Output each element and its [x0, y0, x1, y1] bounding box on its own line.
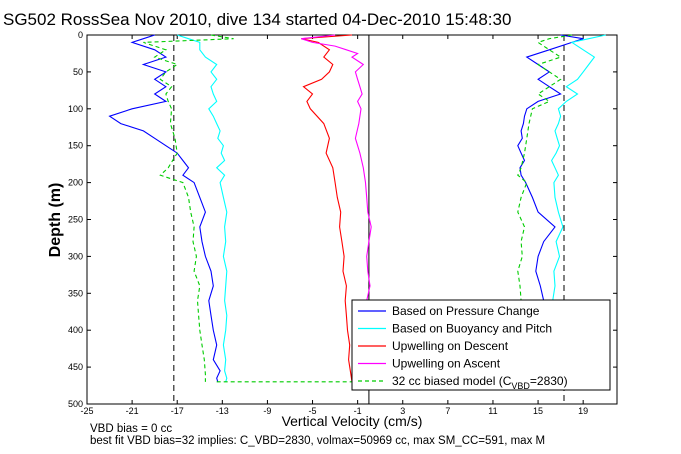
y-tick-label: 100 — [68, 104, 83, 114]
x-tick-label: -17 — [171, 406, 184, 416]
chart-title: SG502 RossSea Nov 2010, dive 134 started… — [3, 10, 511, 29]
legend-label: Based on Pressure Change — [392, 304, 540, 318]
footer-line-1: VBD bias = 0 cc — [90, 423, 172, 435]
x-tick-label: -21 — [126, 406, 139, 416]
y-tick-label: 150 — [68, 141, 83, 151]
x-tick-label: -1 — [354, 406, 362, 416]
legend-label: Upwelling on Ascent — [392, 357, 501, 371]
based-on-buoyancy-and-pitch-descent-line — [177, 34, 228, 383]
based-on-pressure-change-descent-line — [108, 34, 221, 383]
legend: Based on Pressure Change Based on Buoyanc… — [351, 299, 611, 391]
y-tick-label: 400 — [68, 325, 83, 335]
legend-label: 32 cc biased model (CVBD=2830) — [392, 374, 568, 391]
32-cc-biased-model-c-vbd-2830-descent-line — [143, 34, 234, 382]
legend-box — [351, 299, 611, 391]
x-tick-label: 3 — [400, 406, 405, 416]
y-tick-label: 500 — [68, 399, 83, 409]
x-tick-label: -25 — [80, 406, 93, 416]
legend-label: Based on Buoyancy and Pitch — [392, 322, 552, 336]
y-tick-label: 200 — [68, 178, 83, 188]
y-axis-label: Depth (m) — [47, 183, 64, 258]
footer-line-2: best fit VBD bias=32 implies: C_VBD=2830… — [90, 435, 545, 447]
y-tick-label: 50 — [73, 67, 83, 77]
x-tick-label: -13 — [216, 406, 229, 416]
x-tick-label: 7 — [445, 406, 450, 416]
x-tick-label: 15 — [533, 406, 543, 416]
x-tick-label: -9 — [263, 406, 271, 416]
based-on-buoyancy-and-pitch-ascent-line — [550, 34, 606, 316]
legend-label: Upwelling on Descent — [392, 339, 509, 353]
y-tick-label: 250 — [68, 215, 83, 225]
x-tick-label: 11 — [488, 406, 497, 416]
x-tick-label: 19 — [578, 406, 588, 416]
y-tick-label: 350 — [68, 288, 83, 298]
axis-ticks: -25 -21 -17 -13 -9 -5 -1 3 7 11 15 1905010015020025… — [68, 30, 617, 416]
32-cc-biased-model-c-vbd-2830-ascent-line — [517, 34, 572, 316]
y-tick-label: 450 — [68, 362, 83, 372]
x-tick-label: -5 — [309, 406, 317, 416]
series-group — [108, 34, 606, 383]
y-tick-label: 300 — [68, 251, 83, 261]
x-axis-label: Vertical Velocity (cm/s) — [282, 413, 423, 429]
upwelling-on-descent-line — [301, 34, 353, 382]
y-tick-label: 0 — [78, 30, 83, 40]
upwelling-on-ascent-line — [301, 34, 372, 316]
